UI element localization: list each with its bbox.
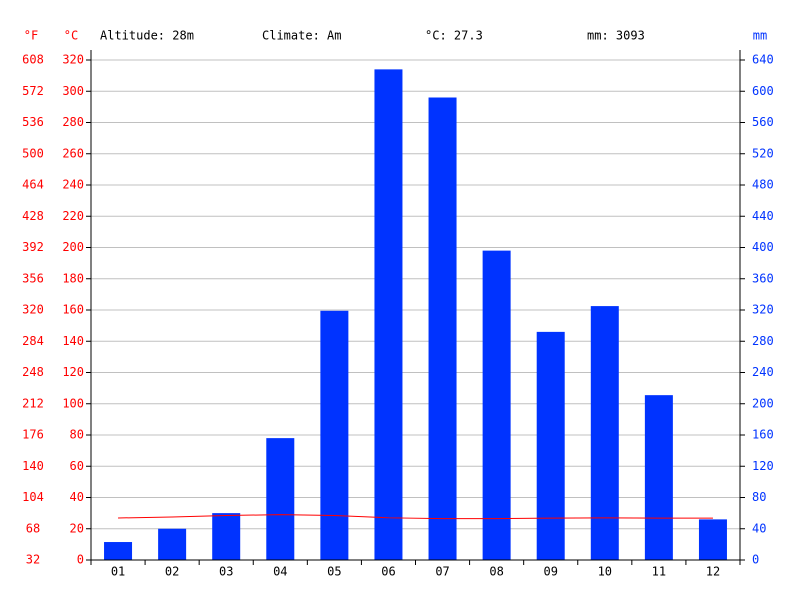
y3-tick-label: 176 — [22, 428, 44, 442]
y3-tick-label: 248 — [22, 365, 44, 379]
y3-tick-label: 212 — [22, 396, 44, 410]
x-tick-label: 08 — [489, 565, 503, 579]
temperature-line — [118, 514, 713, 520]
bar — [158, 528, 187, 560]
celsius-unit: °C — [64, 29, 78, 43]
x-tick-label: 06 — [381, 565, 395, 579]
fahrenheit-unit: °F — [24, 29, 38, 43]
y3-tick-label: 356 — [22, 271, 44, 285]
y3-tick-label: 104 — [22, 490, 44, 504]
x-tick-label: 04 — [273, 565, 287, 579]
y2-tick-label: 240 — [752, 365, 774, 379]
y3-tick-label: 392 — [22, 240, 44, 254]
y2-tick-label: 120 — [752, 459, 774, 473]
y-tick-label: 300 — [62, 84, 84, 98]
y-tick-label: 0 — [77, 553, 84, 567]
y-tick-label: 100 — [62, 396, 84, 410]
y-tick-label: 20 — [70, 521, 84, 535]
x-tick-label: 07 — [435, 565, 449, 579]
header-altitude: Altitude: 28m — [100, 29, 194, 43]
y3-tick-label: 572 — [22, 84, 44, 98]
y2-tick-label: 440 — [752, 209, 774, 223]
y3-tick-label: 500 — [22, 146, 44, 160]
y-tick-label: 120 — [62, 365, 84, 379]
y-tick-label: 260 — [62, 146, 84, 160]
y-tick-label: 240 — [62, 178, 84, 192]
x-tick-label: 11 — [652, 565, 666, 579]
y3-tick-label: 608 — [22, 53, 44, 67]
x-tick-label: 10 — [598, 565, 612, 579]
y3-tick-label: 140 — [22, 459, 44, 473]
y3-tick-label: 536 — [22, 115, 44, 129]
y2-tick-label: 40 — [752, 521, 766, 535]
y2-tick-label: 200 — [752, 396, 774, 410]
x-tick-label: 05 — [327, 565, 341, 579]
y-tick-label: 280 — [62, 115, 84, 129]
y3-tick-label: 68 — [26, 521, 40, 535]
y2-tick-label: 0 — [752, 553, 759, 567]
bar — [482, 250, 511, 560]
y-tick-label: 220 — [62, 209, 84, 223]
header-temp: °C: 27.3 — [425, 29, 483, 43]
x-tick-label: 09 — [543, 565, 557, 579]
y3-tick-label: 284 — [22, 334, 44, 348]
bar — [428, 97, 457, 560]
y-tick-label: 80 — [70, 428, 84, 442]
bar — [644, 395, 673, 560]
y2-tick-label: 600 — [752, 84, 774, 98]
bar — [698, 519, 727, 560]
x-tick-label: 03 — [219, 565, 233, 579]
y-tick-label: 40 — [70, 490, 84, 504]
y-tick-label: 320 — [62, 53, 84, 67]
y3-tick-label: 32 — [26, 553, 40, 567]
y2-tick-label: 560 — [752, 115, 774, 129]
y-tick-label: 140 — [62, 334, 84, 348]
y2-tick-label: 400 — [752, 240, 774, 254]
x-tick-label: 01 — [111, 565, 125, 579]
y2-tick-label: 160 — [752, 428, 774, 442]
header-precip: mm: 3093 — [587, 29, 645, 43]
y2-tick-label: 80 — [752, 490, 766, 504]
y3-tick-label: 428 — [22, 209, 44, 223]
y2-tick-label: 320 — [752, 303, 774, 317]
y3-tick-label: 320 — [22, 303, 44, 317]
bar — [590, 306, 619, 560]
bar — [104, 542, 133, 560]
y2-tick-label: 520 — [752, 146, 774, 160]
y3-tick-label: 464 — [22, 178, 44, 192]
mm-unit: mm — [753, 29, 767, 43]
x-tick-label: 02 — [165, 565, 179, 579]
bar — [374, 69, 403, 560]
bar — [320, 310, 349, 560]
y2-tick-label: 480 — [752, 178, 774, 192]
y-tick-label: 160 — [62, 303, 84, 317]
bar — [536, 331, 565, 560]
bar — [212, 513, 241, 560]
header-climate: Climate: Am — [262, 29, 341, 43]
y2-tick-label: 640 — [752, 53, 774, 67]
y-tick-label: 60 — [70, 459, 84, 473]
y2-tick-label: 360 — [752, 271, 774, 285]
x-tick-label: 12 — [706, 565, 720, 579]
bar — [266, 438, 295, 560]
y-tick-label: 180 — [62, 271, 84, 285]
y2-tick-label: 280 — [752, 334, 774, 348]
y-tick-label: 200 — [62, 240, 84, 254]
